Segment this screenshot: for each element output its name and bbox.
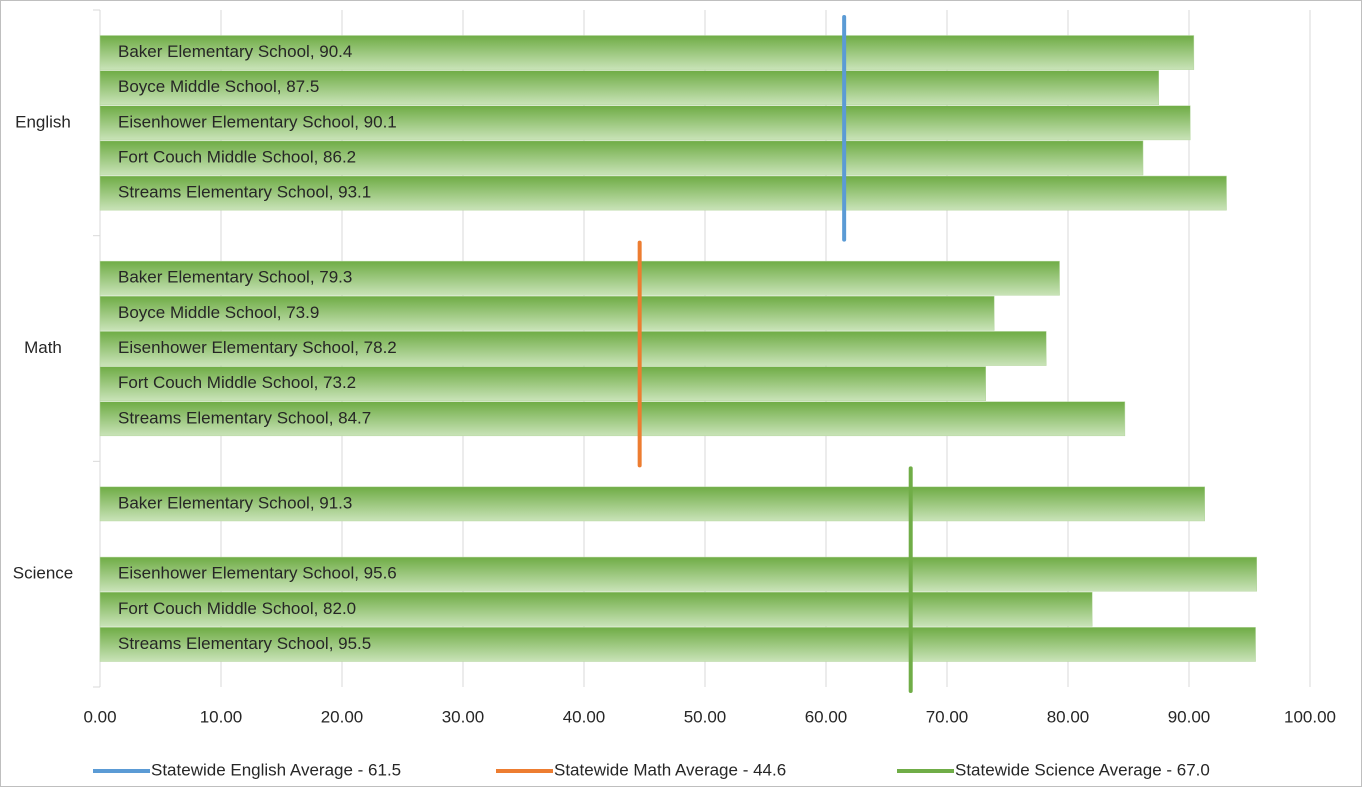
bar xyxy=(99,486,1205,522)
bar-label: Fort Couch Middle School, 86.2 xyxy=(118,147,356,166)
bar-label: Streams Elementary School, 95.5 xyxy=(118,634,371,653)
bar xyxy=(99,296,995,331)
bar xyxy=(99,627,1256,662)
labels: 0.00 10.00 20.00 30.00 40.00 50.00 60.00 70.00 8… xyxy=(13,42,1336,779)
bar-label: Streams Elementary School, 93.1 xyxy=(118,183,371,202)
x-tick-label: 70.00 xyxy=(926,707,969,726)
bar-label: Baker Elementary School, 79.3 xyxy=(118,268,352,287)
bar-label: Fort Couch Middle School, 82.0 xyxy=(118,599,356,618)
y-category-label: Math xyxy=(24,338,62,357)
bar xyxy=(99,366,986,401)
y-category-label: Science xyxy=(13,564,73,583)
bar xyxy=(99,70,1159,106)
bar-label: Eisenhower Elementary School, 90.1 xyxy=(118,112,397,131)
bar xyxy=(99,105,1191,141)
bar xyxy=(99,401,1126,437)
bar-label: Fort Couch Middle School, 73.2 xyxy=(118,373,356,392)
bar xyxy=(99,35,1195,70)
bar xyxy=(99,260,1060,296)
x-tick-label: 90.00 xyxy=(1168,707,1211,726)
bar xyxy=(99,556,1258,592)
x-tick-label: 20.00 xyxy=(321,707,364,726)
bar-label: Eisenhower Elementary School, 95.6 xyxy=(118,564,397,583)
x-tick-label: 80.00 xyxy=(1047,707,1090,726)
bar-label: Streams Elementary School, 84.7 xyxy=(118,408,371,427)
bar-label: Eisenhower Elementary School, 78.2 xyxy=(118,338,397,357)
legend-label: Statewide Science Average - 67.0 xyxy=(955,760,1210,779)
bars xyxy=(99,35,1258,662)
bar-label: Baker Elementary School, 91.3 xyxy=(118,493,352,512)
x-tick-label: 40.00 xyxy=(563,707,606,726)
legend-label: Statewide English Average - 61.5 xyxy=(151,760,401,779)
y-category-label: English xyxy=(15,112,71,131)
x-tick-label: 60.00 xyxy=(805,707,848,726)
bar-label: Boyce Middle School, 87.5 xyxy=(118,77,319,96)
bar xyxy=(99,331,1047,366)
reference-lines xyxy=(637,15,913,693)
x-tick-label: 100.00 xyxy=(1284,707,1336,726)
x-tick-label: 0.00 xyxy=(83,707,116,726)
bar-label: Baker Elementary School, 90.4 xyxy=(118,42,352,61)
x-tick-label: 10.00 xyxy=(200,707,243,726)
bar xyxy=(99,591,1093,627)
x-tick-label: 30.00 xyxy=(442,707,485,726)
bar xyxy=(99,175,1227,211)
legend-label: Statewide Math Average - 44.6 xyxy=(554,760,786,779)
bar-label: Boyce Middle School, 73.9 xyxy=(118,303,319,322)
bar xyxy=(99,140,1144,176)
x-tick-label: 50.00 xyxy=(684,707,727,726)
